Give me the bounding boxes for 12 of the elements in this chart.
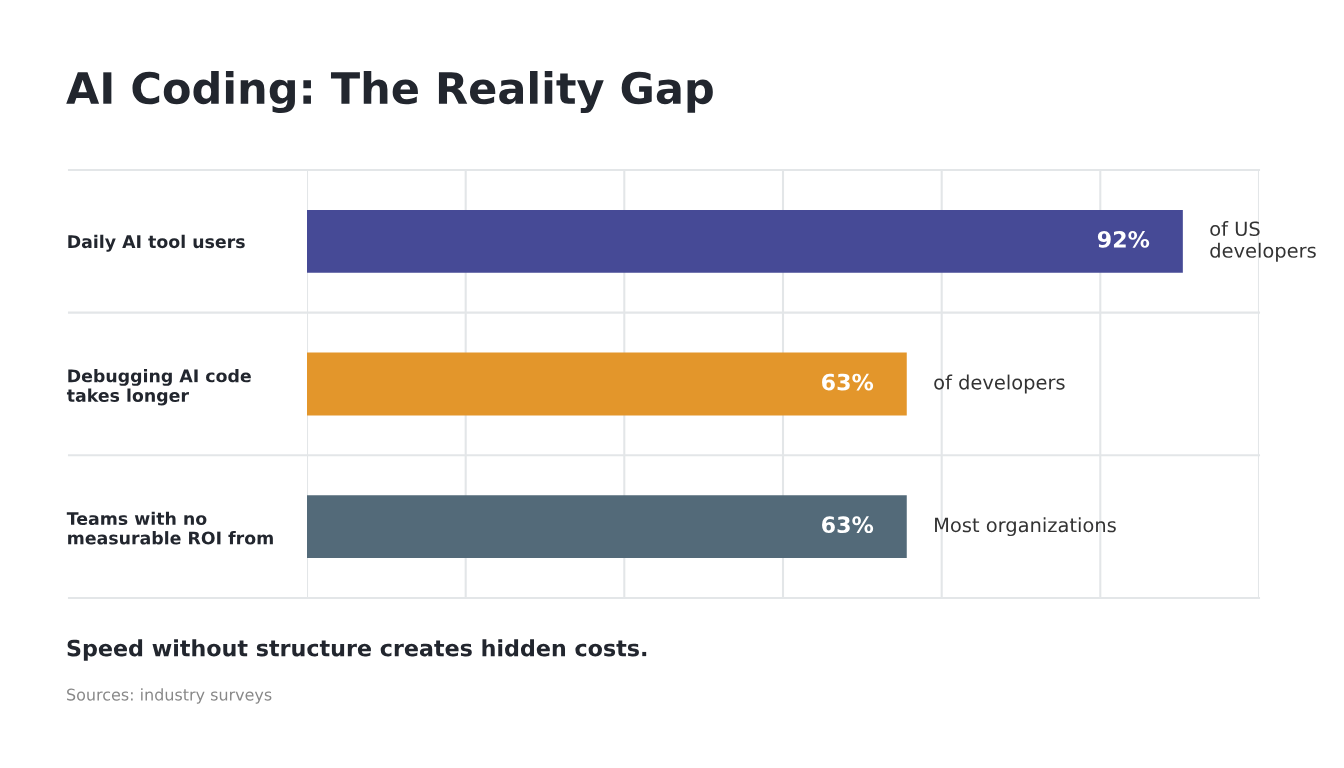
chart-title: AI Coding: The Reality Gap [66, 71, 713, 113]
data-label: 92% [1097, 230, 1150, 248]
y-tick-label: Debugging AI code takes longer [66, 368, 251, 406]
y-tick-label: Teams with no measurable ROI from [66, 511, 273, 545]
annotation: of US developers [1210, 221, 1316, 262]
data-label: 63% [822, 516, 874, 534]
y-tick-label: Daily AI tool users [68, 234, 245, 252]
text: Speed without structure creates hidden costs. [67, 639, 647, 661]
annotation: of developers [934, 374, 1065, 394]
annotation: Most organizations [935, 517, 1116, 537]
source-note: Sources: industry surveys [67, 688, 272, 704]
data-label: 63% [822, 373, 874, 391]
